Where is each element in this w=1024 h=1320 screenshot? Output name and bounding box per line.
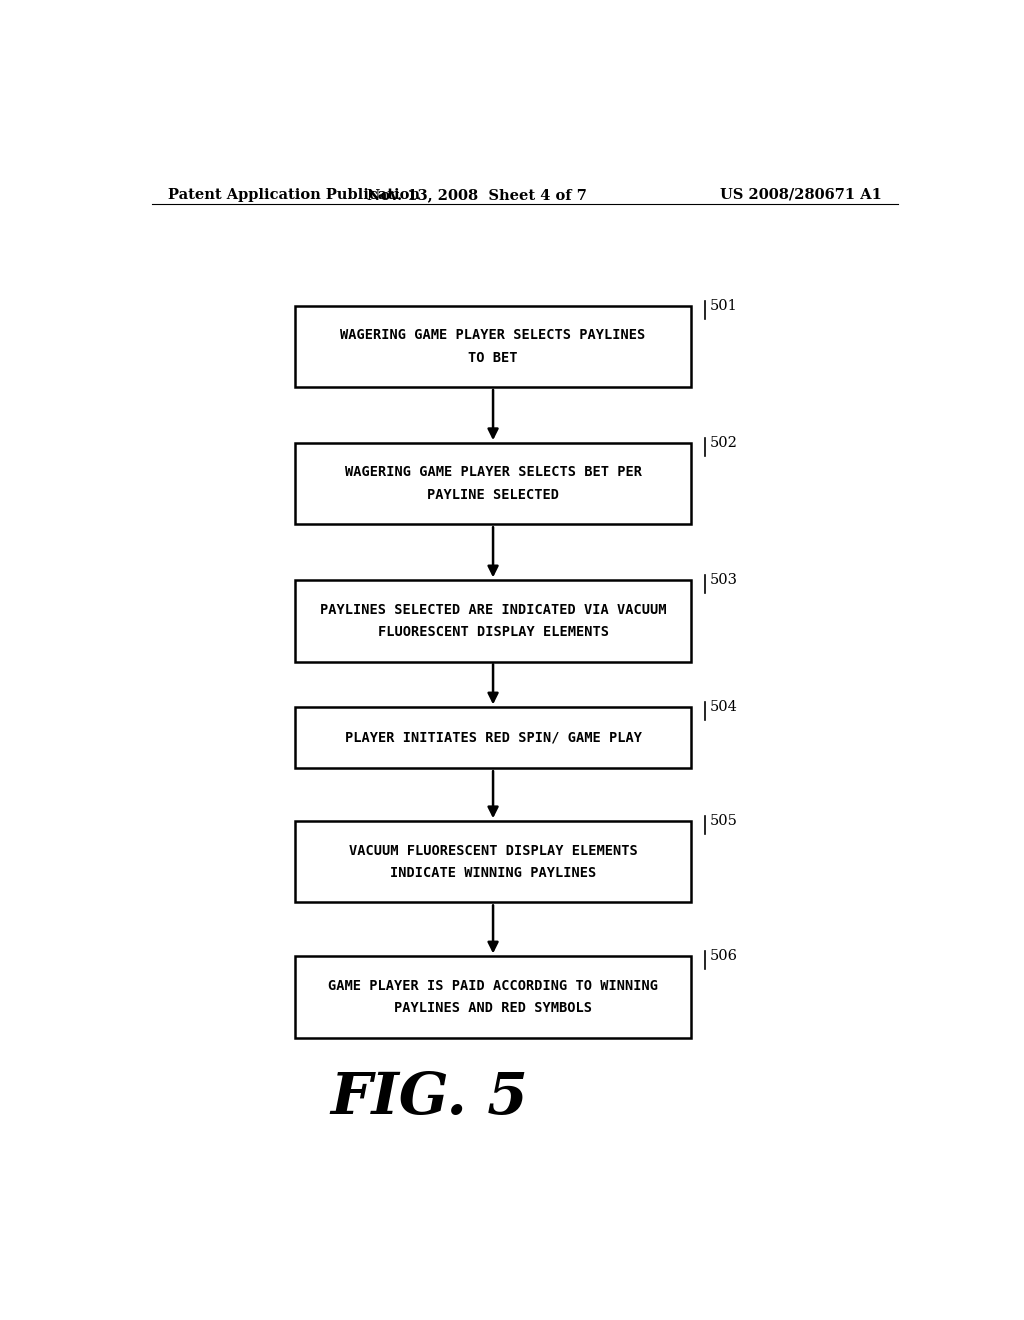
Text: INDICATE WINNING PAYLINES: INDICATE WINNING PAYLINES bbox=[390, 866, 596, 880]
Text: PAYLINES SELECTED ARE INDICATED VIA VACUUM: PAYLINES SELECTED ARE INDICATED VIA VACU… bbox=[319, 603, 667, 616]
Text: WAGERING GAME PLAYER SELECTS BET PER: WAGERING GAME PLAYER SELECTS BET PER bbox=[344, 466, 642, 479]
Text: TO BET: TO BET bbox=[468, 351, 518, 364]
Text: Patent Application Publication: Patent Application Publication bbox=[168, 187, 420, 202]
Text: PAYLINE SELECTED: PAYLINE SELECTED bbox=[427, 488, 559, 502]
Text: GAME PLAYER IS PAID ACCORDING TO WINNING: GAME PLAYER IS PAID ACCORDING TO WINNING bbox=[328, 978, 658, 993]
Bar bbox=[295, 708, 691, 768]
Bar bbox=[295, 956, 691, 1038]
Text: FIG. 5: FIG. 5 bbox=[331, 1071, 528, 1127]
Bar bbox=[295, 306, 691, 387]
Text: PLAYER INITIATES RED SPIN/ GAME PLAY: PLAYER INITIATES RED SPIN/ GAME PLAY bbox=[344, 731, 642, 744]
Text: 506: 506 bbox=[710, 949, 737, 964]
Bar bbox=[295, 581, 691, 661]
Text: FLUORESCENT DISPLAY ELEMENTS: FLUORESCENT DISPLAY ELEMENTS bbox=[378, 626, 608, 639]
Text: 504: 504 bbox=[710, 700, 737, 714]
Text: Nov. 13, 2008  Sheet 4 of 7: Nov. 13, 2008 Sheet 4 of 7 bbox=[368, 187, 587, 202]
Text: 502: 502 bbox=[710, 436, 737, 450]
Bar bbox=[295, 444, 691, 524]
Text: 505: 505 bbox=[710, 814, 737, 828]
Text: WAGERING GAME PLAYER SELECTS PAYLINES: WAGERING GAME PLAYER SELECTS PAYLINES bbox=[340, 329, 646, 342]
Text: 501: 501 bbox=[710, 298, 737, 313]
Text: PAYLINES AND RED SYMBOLS: PAYLINES AND RED SYMBOLS bbox=[394, 1001, 592, 1015]
Text: US 2008/280671 A1: US 2008/280671 A1 bbox=[720, 187, 882, 202]
Text: 503: 503 bbox=[710, 573, 737, 587]
Text: VACUUM FLUORESCENT DISPLAY ELEMENTS: VACUUM FLUORESCENT DISPLAY ELEMENTS bbox=[349, 843, 637, 858]
Bar bbox=[295, 821, 691, 903]
